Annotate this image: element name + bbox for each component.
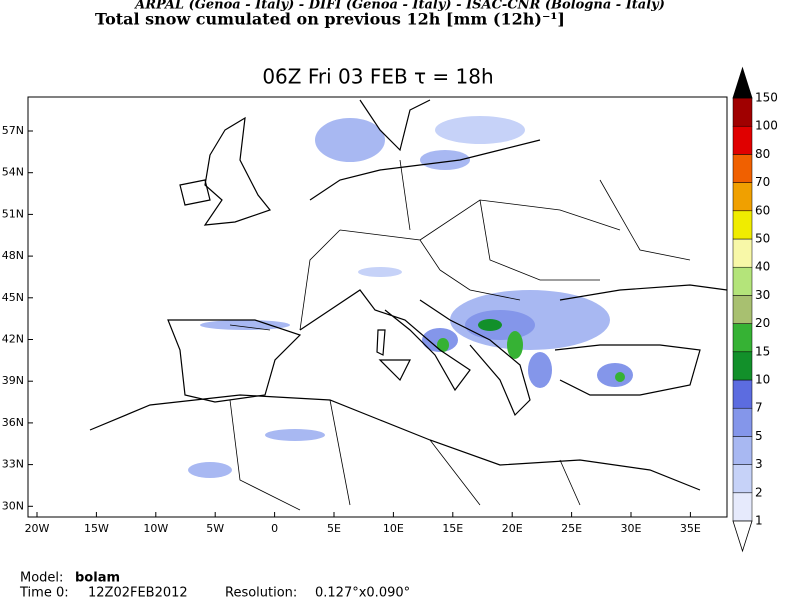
colorbar-label: 20 — [755, 316, 770, 330]
colorbar-label: 5 — [755, 429, 763, 443]
lon-label: 30E — [621, 522, 642, 535]
colorbar-segment — [732, 492, 753, 522]
lat-label: 54N — [2, 166, 24, 179]
resolution: 0.127°x0.090° — [315, 586, 410, 600]
time-label: Time 0: — [19, 586, 69, 600]
lon-label: 10W — [143, 522, 168, 535]
lon-label: 20W — [25, 522, 50, 535]
lat-label: 45N — [2, 291, 24, 304]
model: bolam — [75, 571, 120, 586]
colorbar-label: 80 — [755, 147, 770, 161]
colorbar-label: 7 — [755, 401, 763, 415]
colorbar-above — [732, 66, 753, 99]
snow — [188, 116, 633, 478]
lat-label: 33N — [2, 458, 24, 471]
colorbar: 1 2 3 5 7 10 15 20 30 40 50 60 70 80 100 150 — [732, 66, 778, 553]
lon-label: 20E — [502, 522, 523, 535]
model-label: Model: — [20, 571, 63, 586]
lon-label: 35E — [680, 522, 701, 535]
lon-label: 15E — [442, 522, 463, 535]
colorbar-segment — [732, 295, 753, 324]
credits: ARPAL (Genoa - Italy) - DIFI (Genoa - It… — [133, 0, 665, 13]
lat-label: 42N — [2, 333, 24, 346]
colorbar-segment — [732, 125, 753, 155]
colorbar-label: 40 — [755, 260, 770, 274]
colorbar-segment — [732, 323, 753, 353]
colorbar-label: 30 — [755, 288, 770, 302]
colorbar-label: 15 — [755, 344, 770, 358]
colorbar-label: 3 — [755, 457, 763, 471]
lat-label: 36N — [2, 416, 24, 429]
lon-label: 15W — [84, 522, 109, 535]
colorbar-label: 70 — [755, 175, 770, 189]
colorbar-segment — [732, 379, 753, 409]
colorbar-label: 2 — [755, 485, 763, 499]
colorbar-segment — [732, 238, 753, 268]
colorbar-segment — [732, 407, 753, 437]
colorbar-segment — [732, 182, 753, 212]
colorbar-label: 60 — [755, 203, 770, 217]
colorbar-label: 1 — [755, 514, 763, 528]
borders — [229, 159, 691, 511]
colorbar-segment — [732, 154, 753, 183]
colorbar-segment — [732, 464, 753, 494]
map — [27, 96, 728, 518]
lat-label: 48N — [2, 249, 24, 262]
lon-label: 0 — [271, 522, 278, 535]
lon-label: 5W — [206, 522, 224, 535]
colorbar-label: 50 — [755, 232, 770, 246]
colorbar-segment — [732, 351, 753, 381]
lon-labels: 20W 15W 10W 5W 0 5E 10E 15E 20E 25E 30E 35E — [25, 512, 701, 535]
lat-label: 57N — [2, 124, 24, 137]
colorbar-label: 100 — [755, 119, 778, 133]
colorbar-label: 10 — [755, 373, 770, 387]
coastlines — [89, 99, 728, 491]
map-frame — [27, 96, 728, 518]
lat-label: 39N — [2, 374, 24, 387]
colorbar-segment — [732, 266, 753, 296]
colorbar-segment — [732, 97, 753, 127]
colorbar-segment — [732, 210, 753, 240]
lon-label: 5E — [327, 522, 341, 535]
colorbar-below — [732, 520, 753, 553]
colorbar-segment — [732, 436, 753, 465]
map-title: 06Z Fri 03 FEB τ = 18h — [262, 65, 493, 89]
colorbar-label: 150 — [755, 91, 778, 105]
header-title: Total snow cumulated on previous 12h [mm… — [95, 10, 565, 29]
lat-label: 30N — [2, 499, 24, 512]
resolution-label: Resolution: — [225, 586, 297, 600]
lat-labels: 57N 54N 51N 48N 45N 42N 39N 36N 33N 30N — [2, 124, 33, 512]
lat-label: 51N — [2, 207, 24, 220]
time: 12Z02FEB2012 — [88, 586, 188, 600]
lon-label: 10E — [383, 522, 404, 535]
lon-label: 25E — [561, 522, 582, 535]
